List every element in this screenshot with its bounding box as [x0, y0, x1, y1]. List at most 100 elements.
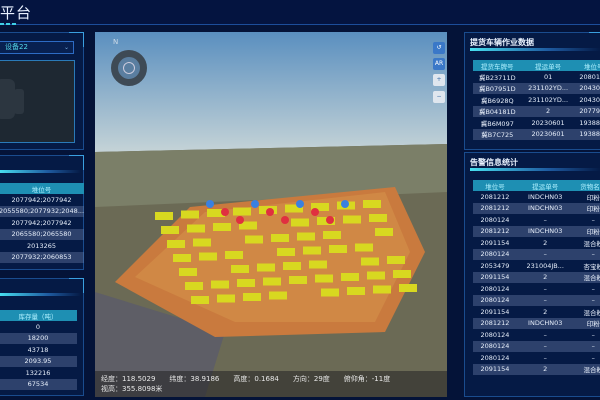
stockpile[interactable] [231, 265, 249, 273]
table-row[interactable]: 67534 [0, 378, 77, 390]
stockpile[interactable] [323, 231, 341, 239]
stockpile[interactable] [317, 217, 335, 225]
stockpile[interactable] [283, 262, 301, 270]
table-row[interactable]: 2081212 INDCHN03 印粉 [473, 202, 600, 214]
alarm-marker-icon[interactable] [221, 208, 229, 216]
reset-view-button[interactable]: ↺ [433, 42, 445, 54]
stockpile[interactable] [277, 248, 295, 256]
table-row[interactable]: 2080124– – [473, 294, 600, 306]
stockpile[interactable] [291, 218, 309, 227]
alarm-marker-icon[interactable] [281, 216, 289, 224]
stockpile[interactable] [329, 245, 347, 253]
stockpile[interactable] [393, 270, 411, 278]
stockpile[interactable] [369, 214, 387, 222]
stockpile[interactable] [289, 276, 307, 284]
stockpile[interactable] [155, 212, 173, 220]
stockpile[interactable] [363, 200, 381, 208]
table-row[interactable]: 2065580;2065580 [0, 228, 85, 240]
stockpile[interactable] [375, 228, 393, 236]
stockpile[interactable] [303, 246, 321, 255]
table-row[interactable]: 2077932;2060853 [0, 251, 85, 263]
stockpile[interactable] [387, 256, 405, 264]
stockpile[interactable] [239, 221, 257, 230]
table-row[interactable]: 2080124– – [473, 340, 600, 352]
table-row[interactable]: 2081212 INDCHN03 印粉 [473, 191, 600, 203]
stockpile[interactable] [199, 252, 217, 261]
table-row[interactable]: 冀B6928Q 231102YD... 2043092 [473, 94, 600, 106]
stockpile[interactable] [311, 203, 329, 211]
stockpile[interactable] [309, 260, 327, 269]
table-row[interactable]: 2080124– – [473, 283, 600, 295]
table-row[interactable]: 2080124– – [473, 352, 600, 364]
table-row[interactable]: 2093.95 [0, 355, 77, 367]
stockpile[interactable] [225, 251, 243, 259]
stockpile[interactable] [213, 223, 231, 231]
stockpile[interactable] [173, 254, 191, 262]
stockpile[interactable] [315, 274, 333, 283]
alarm-table-scroll[interactable]: 堆位号提运单号货物名称2081212INDCHN03印粉2081212INDCH… [473, 180, 600, 394]
alarm-marker-icon[interactable] [341, 200, 349, 208]
stockpile[interactable] [297, 232, 315, 241]
table-row[interactable]: 2080124– – [473, 329, 600, 341]
stockpile[interactable] [355, 243, 373, 252]
stockpile[interactable] [243, 293, 261, 301]
3d-map-view[interactable]: N ↺ AR + − 经度：118.5029 纬度：38.9186 高度：0.168… [95, 32, 447, 397]
stockpile[interactable] [285, 204, 303, 213]
stockpile[interactable] [167, 240, 185, 248]
compass-control[interactable] [111, 50, 147, 86]
table-row[interactable]: 冀B23711D 01 2080123 [473, 71, 600, 83]
table-row[interactable]: 冀B04181D22077941 [473, 105, 600, 117]
table-row[interactable]: 0 [0, 321, 77, 333]
stockpile[interactable] [263, 277, 281, 286]
table-row[interactable]: 2055580;2077932;2048... [0, 205, 85, 217]
table-row[interactable]: 冀B7C725202306011938823 [473, 128, 600, 140]
stockpile[interactable] [367, 271, 385, 280]
table-row[interactable]: 2077942;2077942 [0, 194, 84, 206]
stockpile[interactable] [245, 235, 263, 244]
alarm-marker-icon[interactable] [296, 200, 304, 208]
table-row[interactable]: 2080124– – [473, 248, 600, 260]
table-row[interactable]: 132216 [0, 367, 77, 379]
table-row[interactable]: 43718 [0, 344, 77, 356]
stockpile[interactable] [361, 257, 379, 266]
stockpile[interactable] [373, 285, 391, 294]
stockpile[interactable] [207, 209, 225, 217]
table-row[interactable]: 2081212 INDCHN03 印粉 [473, 317, 600, 329]
stockpile[interactable] [193, 238, 211, 247]
stockpile[interactable] [185, 282, 203, 290]
ar-button[interactable]: AR [433, 58, 445, 70]
stockpile[interactable] [161, 226, 179, 234]
stockpile[interactable] [399, 284, 417, 292]
table-row[interactable]: 2081212 INDCHN03 印粉 [473, 225, 600, 237]
alarm-marker-icon[interactable] [266, 208, 274, 216]
stockpile[interactable] [191, 296, 209, 304]
stockpile[interactable] [217, 294, 235, 303]
alarm-marker-icon[interactable] [311, 208, 319, 216]
table-row[interactable]: 冀B6M097 20230601 1938823 [473, 117, 600, 129]
stockpile[interactable] [187, 224, 205, 233]
table-row[interactable]: 20911542混合粉 [473, 237, 600, 249]
alarm-marker-icon[interactable] [251, 200, 259, 208]
zoom-in-button[interactable]: + [433, 74, 445, 86]
stockpile[interactable] [211, 280, 229, 289]
stockpile[interactable] [347, 287, 365, 295]
stockpile[interactable] [343, 215, 361, 224]
table-row[interactable]: 2077942;2077942 [0, 217, 84, 229]
video-feed[interactable] [0, 60, 75, 143]
table-row[interactable]: 20911542混合粉 [473, 306, 600, 318]
stockpile[interactable] [271, 234, 289, 242]
alarm-marker-icon[interactable] [206, 200, 214, 208]
stockpile[interactable] [257, 263, 275, 272]
stockpile[interactable] [237, 279, 255, 287]
table-row[interactable]: 2013265 [0, 240, 84, 252]
zoom-out-button[interactable]: − [433, 91, 445, 103]
table-row[interactable]: 18200 [0, 332, 77, 344]
table-row[interactable]: 20911542混合粉 [473, 363, 600, 375]
device-select[interactable]: 设备22 ⌄ [0, 41, 74, 54]
alarm-marker-icon[interactable] [236, 216, 244, 224]
table-row[interactable]: 2053479 231004JB... 杏宝粉 [473, 260, 600, 272]
table-row[interactable]: 2080124– – [473, 214, 600, 226]
stockpile[interactable] [181, 210, 199, 219]
stockpile[interactable] [233, 207, 251, 216]
